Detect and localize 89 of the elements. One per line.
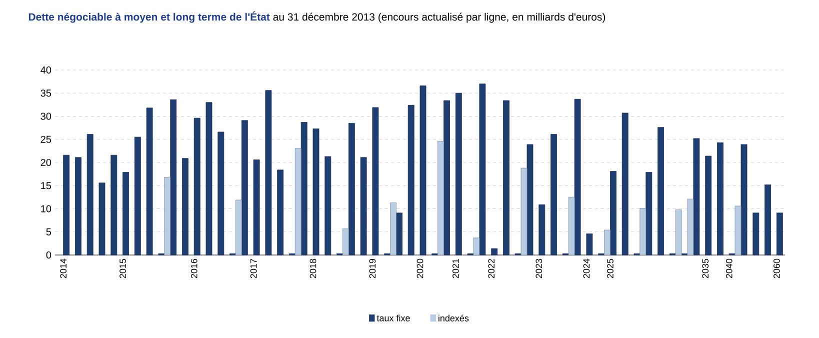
bar [86, 134, 94, 256]
y-tick-label: 25 [40, 136, 52, 143]
bar [586, 234, 593, 256]
x-tick-label: 2024 [583, 258, 590, 278]
bar [122, 172, 129, 256]
bar [705, 156, 712, 256]
x-tick-label: 2015 [120, 258, 126, 278]
bar [640, 208, 646, 256]
chart-subtitle: au 31 décembre 2013 (encours actualisé par ligne, en milliards d'euros) [273, 12, 606, 23]
bar [455, 92, 462, 256]
bar [526, 144, 534, 256]
bar [294, 148, 302, 256]
bar [372, 107, 379, 256]
x-tick-label: 2017 [250, 258, 257, 278]
bar [253, 160, 260, 256]
bar [146, 108, 153, 256]
x-tick-label: 2021 [452, 258, 459, 278]
bar [491, 248, 498, 256]
x-tick-label: 2018 [310, 258, 316, 278]
bar [390, 202, 396, 256]
bar [277, 170, 284, 256]
bar [206, 102, 212, 256]
bar [717, 142, 724, 256]
legend-label: taux fixe [376, 314, 410, 322]
x-tick-label: 2019 [369, 258, 376, 278]
bar [538, 204, 546, 256]
bar [194, 118, 200, 256]
bar [312, 128, 320, 256]
bar [520, 168, 528, 256]
bar [646, 172, 652, 256]
bar [622, 112, 628, 256]
bar [503, 100, 510, 256]
bar [218, 132, 224, 256]
bar [574, 98, 581, 256]
y-tick-label: 15 [41, 182, 52, 190]
bar [658, 127, 664, 256]
y-tick-label: 0 [46, 251, 52, 259]
y-tick-label: 10 [41, 205, 52, 212]
bar [324, 156, 332, 256]
x-tick-label: 2040 [726, 258, 732, 278]
bar [473, 238, 480, 256]
bar [265, 90, 272, 256]
bar [241, 120, 248, 256]
y-tick-label: 5 [46, 228, 52, 236]
y-tick-label: 35 [40, 90, 52, 97]
bar [75, 157, 82, 256]
bar [568, 196, 575, 256]
bar [776, 212, 783, 256]
bar [300, 122, 308, 256]
x-tick-label: 2023 [536, 258, 542, 278]
bar [752, 212, 760, 256]
x-tick-label: 2016 [190, 258, 198, 278]
bar [182, 158, 188, 256]
bar [693, 138, 700, 256]
bar [360, 157, 367, 256]
chart-title: Dette négociable à moyen et long terme de l'État [28, 11, 270, 23]
bar [348, 122, 355, 256]
bar [164, 177, 171, 256]
bar [98, 182, 106, 256]
bar [444, 100, 450, 256]
bar [420, 86, 426, 256]
x-tick-label: 2020 [416, 258, 424, 278]
x-tick-label: 2025 [607, 258, 614, 278]
bar [610, 171, 616, 256]
y-tick-label: 30 [40, 112, 52, 120]
bar [687, 198, 694, 256]
bar [734, 206, 742, 256]
legend-label: indexés [438, 314, 469, 322]
bar [408, 104, 414, 256]
bar [396, 212, 402, 256]
x-tick-label: 2022 [488, 258, 495, 278]
bar [479, 84, 486, 256]
bar [764, 184, 771, 256]
bar [604, 230, 610, 256]
y-tick-label: 20 [40, 158, 52, 166]
bar [63, 154, 70, 256]
bar [550, 134, 557, 256]
x-tick-label: 2060 [773, 258, 780, 278]
bar [438, 141, 444, 256]
x-tick-label: 2035 [702, 258, 709, 278]
bar [235, 200, 242, 256]
bar [170, 99, 177, 256]
bar [342, 228, 349, 256]
y-tick-label: 40 [40, 66, 52, 74]
x-tick-label: 2014 [60, 258, 67, 278]
bar [134, 136, 141, 256]
bar [675, 209, 682, 256]
bar [110, 154, 118, 256]
bar [740, 144, 748, 256]
